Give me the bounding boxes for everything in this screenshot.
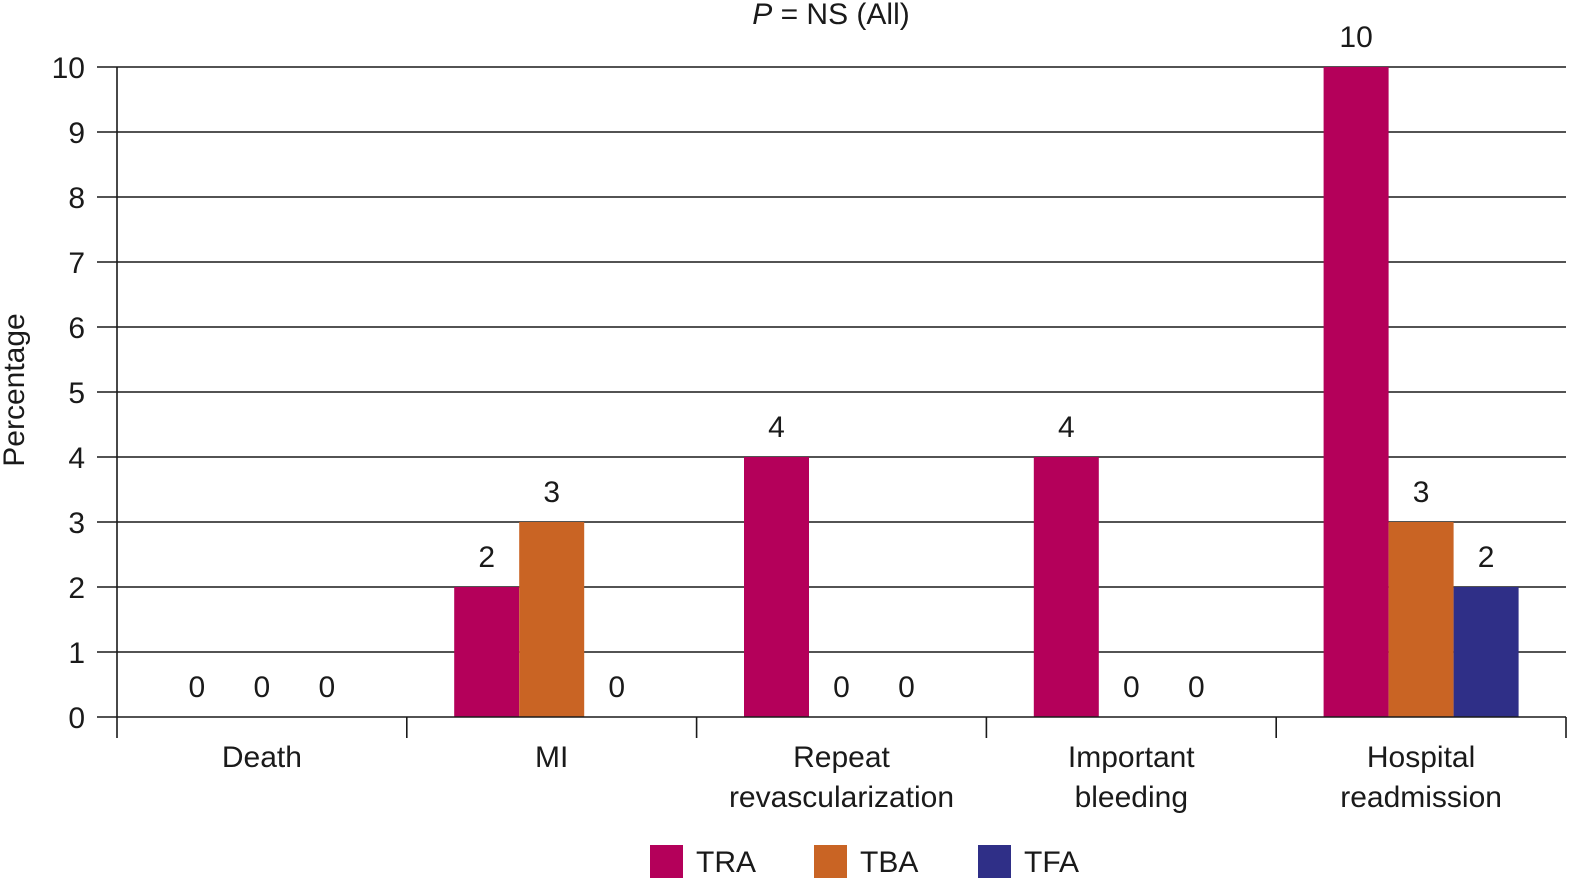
bar-tra <box>1033 457 1099 717</box>
data-label: 0 <box>1188 671 1205 704</box>
data-label: 0 <box>189 671 206 704</box>
data-label: 3 <box>1413 476 1430 509</box>
x-tick-label: revascularization <box>729 781 954 814</box>
x-tick-label: Hospital <box>1367 741 1475 774</box>
data-label: 4 <box>1058 411 1075 444</box>
data-label: 0 <box>898 671 915 704</box>
y-tick-label: 6 <box>68 312 85 345</box>
y-tick-label: 0 <box>68 702 85 735</box>
chart-title: P = NS (All) <box>752 0 910 31</box>
legend-swatch <box>650 845 683 878</box>
y-tick-label: 7 <box>68 247 85 280</box>
y-tick-label: 8 <box>68 182 85 215</box>
bar-tba <box>519 522 585 717</box>
x-tick-label: Death <box>222 741 302 774</box>
bar-tba <box>1388 522 1454 717</box>
bar-tra <box>1323 67 1389 717</box>
y-tick-label: 9 <box>68 117 85 150</box>
bar-tfa <box>1453 587 1519 717</box>
y-tick-label: 4 <box>68 442 85 475</box>
y-tick-label: 10 <box>52 52 85 85</box>
legend-swatch <box>814 845 847 878</box>
x-tick-label: bleeding <box>1075 781 1188 814</box>
data-label: 10 <box>1339 21 1372 54</box>
data-label: 0 <box>833 671 850 704</box>
x-tick-label: Repeat <box>793 741 890 774</box>
y-tick-label: 1 <box>68 637 85 670</box>
data-label: 0 <box>1123 671 1140 704</box>
data-label: 2 <box>1478 541 1495 574</box>
x-tick-label: MI <box>535 741 568 774</box>
data-label: 0 <box>608 671 625 704</box>
data-label: 3 <box>543 476 560 509</box>
y-tick-label: 2 <box>68 572 85 605</box>
y-tick-label: 3 <box>68 507 85 540</box>
data-label: 4 <box>768 411 785 444</box>
legend-item-tra: TRA <box>650 845 756 879</box>
x-tick-label: Important <box>1068 741 1195 774</box>
x-tick-label: readmission <box>1340 781 1502 814</box>
legend-item-tba: TBA <box>814 845 918 879</box>
data-label: 2 <box>478 541 495 574</box>
legend-item-tfa: TFA <box>978 845 1079 879</box>
data-label: 0 <box>254 671 271 704</box>
bar-tra <box>744 457 809 717</box>
legend-label: TBA <box>860 846 918 879</box>
data-label: 0 <box>319 671 336 704</box>
y-axis-label: Percentage <box>0 313 31 466</box>
y-tick-label: 5 <box>68 377 85 410</box>
legend-swatch <box>978 845 1011 878</box>
legend-label: TFA <box>1024 846 1079 879</box>
legend-label: TRA <box>696 846 756 879</box>
bar-tra <box>454 587 520 717</box>
